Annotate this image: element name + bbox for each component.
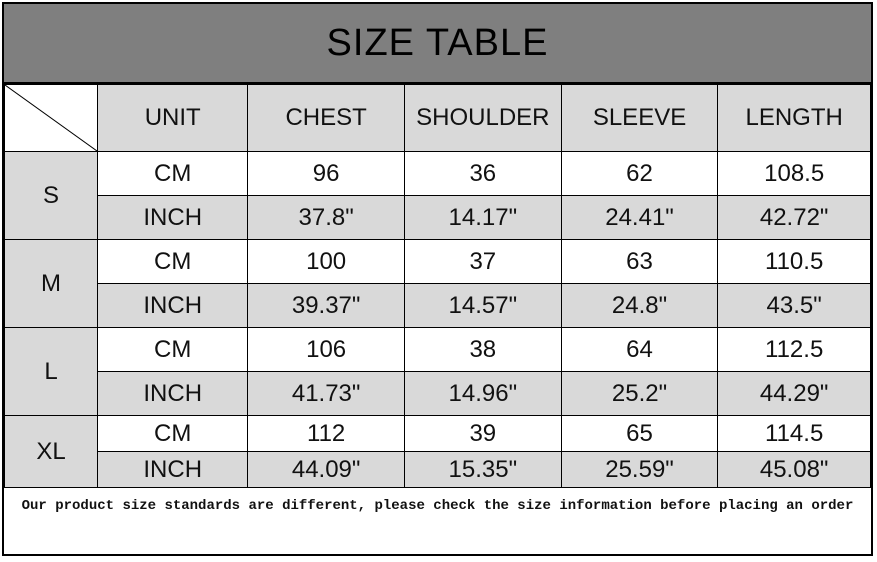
value-cell: 14.96"	[403, 371, 562, 416]
value-cell: 44.29"	[717, 371, 871, 416]
diagonal-line	[5, 85, 97, 151]
header-chest: CHEST	[247, 84, 405, 152]
value-cell: 96	[247, 151, 405, 196]
value-cell: 62	[560, 151, 719, 196]
table-row-l-inch: INCH 41.73" 14.96" 25.2" 44.29"	[5, 371, 871, 416]
size-label: S	[4, 151, 98, 240]
table-row-xl-inch: INCH 44.09" 15.35" 25.59" 45.08"	[5, 451, 871, 488]
header-shoulder: SHOULDER	[403, 84, 562, 152]
header-unit: UNIT	[96, 84, 249, 152]
header-row: UNIT CHEST SHOULDER SLEEVE LENGTH	[4, 84, 871, 152]
unit-cell: INCH	[96, 371, 249, 416]
value-cell: 45.08"	[717, 451, 871, 488]
size-table-container: SIZE TABLE UNIT CHEST SHOULDER SLEEVE LE…	[2, 2, 873, 556]
value-cell: 106	[247, 327, 405, 372]
value-cell: 42.72"	[717, 195, 871, 240]
table-row-s-inch: INCH 37.8" 14.17" 24.41" 42.72"	[5, 195, 871, 240]
value-cell: 112.5	[717, 327, 871, 372]
table-row-s-cm: S CM 96 36 62 108.5	[4, 151, 871, 240]
value-cell: 37.8"	[247, 195, 405, 240]
unit-cell: CM	[96, 151, 249, 196]
value-cell: 24.8"	[560, 283, 719, 328]
unit-cell: CM	[96, 327, 249, 372]
table-title: SIZE TABLE	[4, 4, 871, 84]
value-cell: 114.5	[717, 415, 871, 452]
value-cell: 25.59"	[560, 451, 719, 488]
unit-cell: INCH	[96, 195, 249, 240]
value-cell: 25.2"	[560, 371, 719, 416]
value-cell: 112	[247, 415, 405, 452]
value-cell: 39.37"	[247, 283, 405, 328]
value-cell: 108.5	[717, 151, 871, 196]
unit-cell: CM	[96, 415, 249, 452]
value-cell: 63	[560, 239, 719, 284]
size-note: Our product size standards are different…	[21, 498, 854, 514]
table-row-l-cm: L CM 106 38 64 112.5	[4, 327, 871, 416]
unit-cell: INCH	[96, 451, 249, 488]
table-row-m-inch: INCH 39.37" 14.57" 24.8" 43.5"	[5, 283, 871, 328]
value-cell: 100	[247, 239, 405, 284]
header-length: LENGTH	[717, 84, 871, 152]
unit-cell: INCH	[96, 283, 249, 328]
table-row-m-cm: M CM 100 37 63 110.5	[4, 239, 871, 328]
value-cell: 38	[403, 327, 562, 372]
value-cell: 14.17"	[403, 195, 562, 240]
value-cell: 14.57"	[403, 283, 562, 328]
value-cell: 65	[560, 415, 719, 452]
size-label: L	[4, 327, 98, 416]
value-cell: 39	[403, 415, 562, 452]
size-table: UNIT CHEST SHOULDER SLEEVE LENGTH S CM 96 3…	[4, 84, 871, 488]
value-cell: 43.5"	[717, 283, 871, 328]
value-cell: 24.41"	[560, 195, 719, 240]
value-cell: 64	[560, 327, 719, 372]
size-label: M	[4, 239, 98, 328]
corner-cell	[4, 84, 98, 152]
value-cell: 110.5	[717, 239, 871, 284]
table-row-xl-cm: XL CM 112 39 65 114.5	[4, 415, 871, 488]
value-cell: 44.09"	[247, 451, 405, 488]
unit-cell: CM	[96, 239, 249, 284]
value-cell: 37	[403, 239, 562, 284]
header-sleeve: SLEEVE	[560, 84, 719, 152]
value-cell: 36	[403, 151, 562, 196]
value-cell: 15.35"	[403, 451, 562, 488]
size-label: XL	[4, 415, 98, 488]
value-cell: 41.73"	[247, 371, 405, 416]
